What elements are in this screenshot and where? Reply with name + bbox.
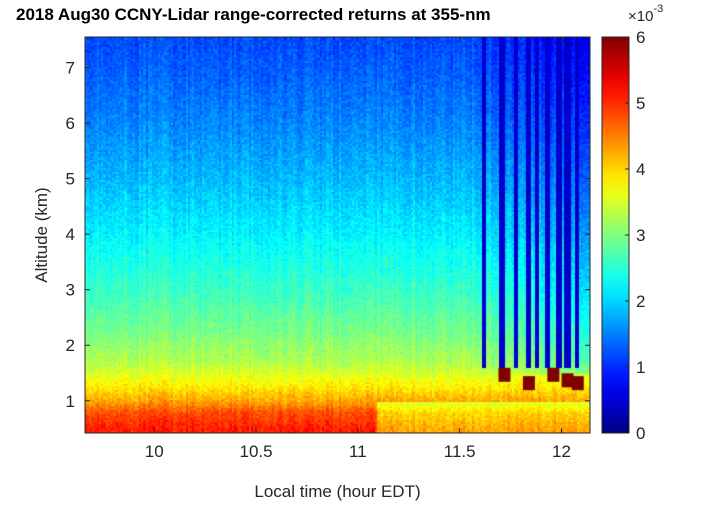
- plot-frame: [84, 36, 591, 434]
- y-tick-label: 7: [66, 59, 75, 78]
- chart-title: 2018 Aug30 CCNY-Lidar range-corrected re…: [16, 5, 491, 24]
- plot-border: [84, 36, 591, 434]
- y-axis: 1 2 3 4 5 6 7: [66, 59, 590, 411]
- colorbar-scale: [601, 36, 630, 434]
- y-tick-label: 4: [66, 225, 75, 244]
- x-tick-label: 11.5: [444, 442, 476, 461]
- y-axis-label: Altitude (km): [32, 187, 51, 283]
- y-tick-label: 2: [66, 336, 75, 355]
- x-tick-label: 10: [145, 442, 164, 461]
- x-axis: 10 10.5 11 11.5 12: [145, 37, 571, 461]
- colorbar-multiplier-base: ×10: [628, 8, 654, 25]
- plot-area: [85, 37, 590, 433]
- y-tick-label: 1: [66, 392, 75, 411]
- x-tick-label: 11: [349, 442, 367, 461]
- colorbar-multiplier: ×10-3: [628, 3, 664, 25]
- x-axis-label: Local time (hour EDT): [254, 482, 421, 501]
- y-tick-label: 3: [66, 281, 75, 300]
- colorbar-tick-label: 3: [636, 226, 645, 245]
- colorbar: 0 1 2 3 4 5 6: [601, 28, 645, 443]
- colorbar-tick-label: 6: [636, 28, 645, 47]
- colorbar-tick-label: 1: [636, 358, 645, 377]
- x-tick-label: 10.5: [240, 442, 273, 461]
- y-tick-label: 5: [66, 170, 75, 189]
- colorbar-tick-label: 4: [636, 160, 645, 179]
- y-tick-label: 6: [66, 114, 75, 133]
- heatmap-image: [85, 37, 590, 433]
- x-tick-label: 12: [552, 442, 571, 461]
- colorbar-tick-label: 0: [636, 424, 645, 443]
- colorbar-tick-label: 5: [636, 94, 645, 113]
- colorbar-multiplier-exponent: -3: [653, 3, 664, 15]
- colorbar-tick-label: 2: [636, 292, 645, 311]
